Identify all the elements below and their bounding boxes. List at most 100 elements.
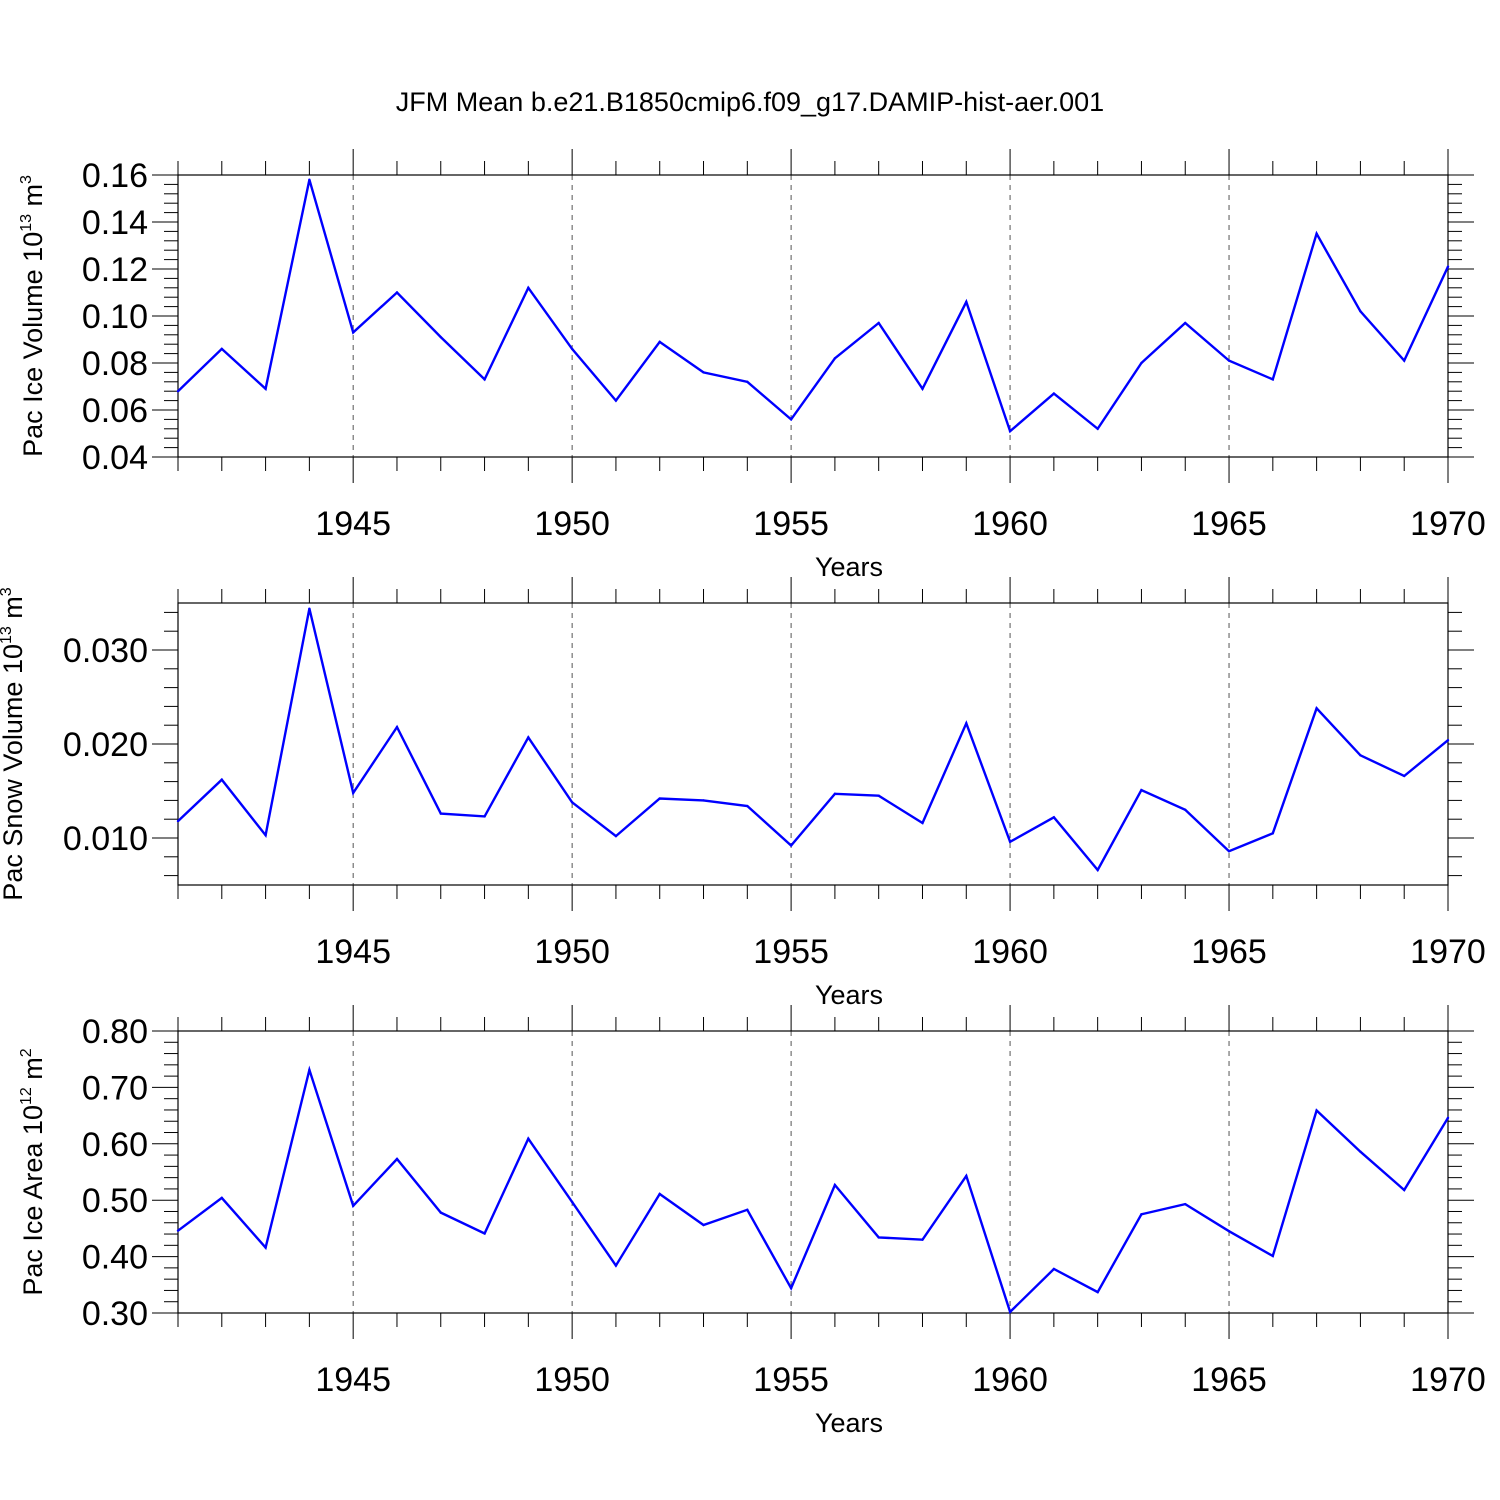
y-tick-label: 0.12 — [82, 251, 148, 289]
data-point — [1359, 310, 1362, 313]
data-point — [921, 387, 924, 391]
y-tick-label: 0.020 — [63, 726, 148, 764]
data-point — [965, 1174, 968, 1178]
data-point — [877, 794, 880, 797]
x-axis-label: Years — [815, 552, 883, 582]
data-point — [483, 378, 486, 381]
data-point — [658, 1192, 661, 1196]
data-point — [1184, 808, 1187, 811]
data-point — [351, 791, 355, 795]
plot-frame — [177, 1030, 1449, 1314]
data-point — [1403, 359, 1406, 362]
y-tick-label: 0.06 — [82, 392, 148, 430]
x-tick-label: 1965 — [1191, 933, 1267, 971]
data-point — [570, 347, 574, 351]
x-tick-label: 1945 — [315, 1361, 391, 1399]
x-tick-label: 1965 — [1191, 505, 1267, 543]
y-tick-label: 0.030 — [63, 632, 148, 670]
y-tick-label: 0.10 — [82, 298, 148, 336]
data-point — [1359, 754, 1362, 757]
data-point — [1096, 427, 1099, 430]
y-axis-label: Pac Snow Volume 1013 m3 — [0, 587, 28, 900]
x-tick-label: 1945 — [315, 505, 391, 543]
y-tick-label: 0.60 — [82, 1126, 148, 1164]
data-point — [439, 1211, 442, 1214]
data-point — [264, 833, 267, 837]
data-point — [395, 725, 399, 729]
data-point — [527, 286, 530, 289]
data-point — [1446, 739, 1450, 742]
data-point — [614, 399, 618, 402]
data-point — [220, 778, 223, 781]
data-point — [877, 321, 880, 325]
data-point — [308, 607, 311, 610]
x-tick-label: 1955 — [753, 1361, 829, 1399]
data-point — [789, 844, 793, 847]
data-point — [220, 1196, 223, 1200]
data-point — [1008, 840, 1012, 843]
data-point — [1315, 707, 1318, 710]
data-point — [527, 1137, 530, 1140]
y-tick-label: 0.14 — [82, 204, 148, 242]
data-point — [570, 1200, 574, 1204]
data-point — [702, 799, 705, 802]
x-tick-label: 1955 — [753, 505, 829, 543]
data-point — [1008, 429, 1012, 433]
data-point — [439, 812, 442, 815]
x-axis-label: Years — [815, 1408, 883, 1438]
data-point — [1227, 1230, 1231, 1233]
data-point — [789, 1286, 793, 1290]
x-tick-label: 1965 — [1191, 1361, 1267, 1399]
y-tick-label: 0.30 — [82, 1295, 148, 1333]
y-tick-label: 0.50 — [82, 1182, 148, 1220]
data-point — [1096, 868, 1099, 872]
data-point — [395, 1157, 399, 1161]
data-point — [176, 390, 180, 393]
figure-title: JFM Mean b.e21.B1850cmip6.f09_g17.DAMIP-… — [396, 87, 1104, 117]
data-point — [1403, 774, 1406, 778]
data-point — [308, 1068, 311, 1072]
series-line — [177, 179, 1450, 434]
data-point — [1140, 1213, 1143, 1216]
y-tick-label: 0.40 — [82, 1239, 148, 1277]
data-point — [1271, 378, 1275, 381]
data-point — [527, 736, 530, 739]
data-point — [1359, 1150, 1362, 1153]
y-tick-label: 0.010 — [63, 820, 148, 858]
data-point — [921, 821, 924, 825]
data-point — [1140, 361, 1143, 365]
data-point — [614, 834, 618, 838]
data-point — [702, 1223, 705, 1227]
data-point — [395, 291, 399, 294]
data-point — [921, 1238, 924, 1241]
y-tick-label: 0.80 — [82, 1013, 148, 1051]
data-point — [833, 357, 837, 360]
data-point — [1446, 265, 1450, 268]
data-point — [1403, 1188, 1406, 1192]
data-point — [308, 178, 311, 181]
x-tick-label: 1970 — [1410, 1361, 1486, 1399]
plot-frame — [177, 602, 1449, 886]
data-point — [746, 804, 749, 808]
data-point — [965, 300, 968, 304]
data-point — [483, 1232, 486, 1235]
data-point — [439, 335, 442, 339]
data-point — [264, 1246, 267, 1249]
x-tick-label: 1950 — [534, 933, 610, 971]
data-point — [965, 722, 968, 725]
y-tick-label: 0.16 — [82, 157, 148, 195]
data-point — [746, 1208, 749, 1211]
data-point — [1052, 1267, 1056, 1271]
data-point — [264, 387, 267, 391]
data-point — [1140, 788, 1143, 792]
y-tick-label: 0.08 — [82, 345, 148, 383]
data-point — [658, 340, 661, 344]
series-line — [177, 608, 1449, 873]
data-point — [702, 371, 705, 374]
data-point — [1184, 1202, 1187, 1206]
panel-1: 0.04 0.06 0.08 0.10 0.12 0.14 0.16 1945 1950 1955… — [18, 149, 1486, 582]
data-point — [176, 819, 180, 823]
panel-3: 0.30 0.40 0.50 0.60 0.70 0.80 1945 1950 1955 1960… — [18, 1005, 1486, 1438]
data-point — [789, 418, 793, 421]
x-tick-label: 1970 — [1410, 933, 1486, 971]
